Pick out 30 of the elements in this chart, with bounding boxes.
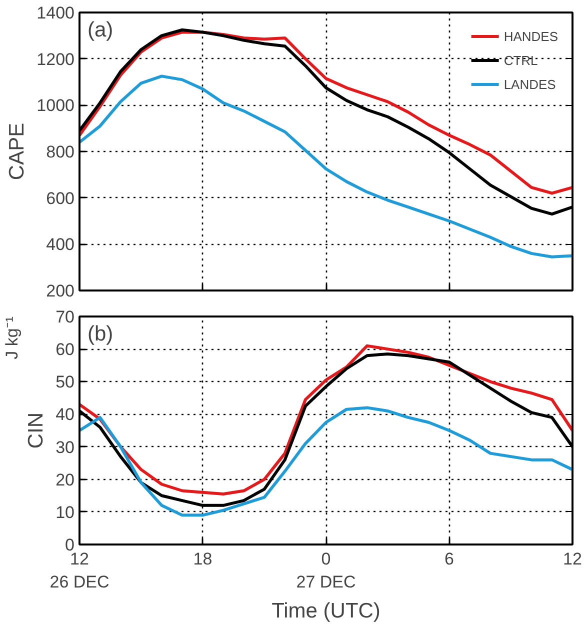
y-tick-label: 1000 [36,96,75,116]
x-tick-label: 0 27 DEC [296,550,356,592]
y-tick-label: 800 [46,142,75,162]
y-tick-label: 1400 [36,4,75,22]
legend-label: HANDES [504,28,558,44]
legend-label: LANDES [504,76,556,92]
y-tick-label: 70 [56,308,75,326]
annotation: (a) [88,18,114,42]
annotation: (b) [88,322,114,346]
y-tick-label: 400 [46,235,75,254]
y-tick-label: 50 [56,372,75,392]
x-tick-label: 18 [193,550,212,568]
y-tick-label: 40 [56,405,75,424]
y-tick-label: 30 [56,438,75,457]
x-tick-label: 6 [444,550,454,568]
y-axis-title: CIN [24,412,48,449]
line-series [80,406,572,517]
x-axis-title: Time (UTC) [272,599,380,622]
y-tick-label: 1200 [36,50,75,69]
y-tick-label: 600 [46,188,75,208]
y-axis-title: CAPE [6,122,29,180]
x-tick-label: 12 26 DEC [50,550,110,592]
y-tick-label: 200 [46,282,75,300]
y-tick-label: 20 [56,470,75,490]
y-tick-label: 60 [56,340,75,360]
legend-label: CTRL [504,52,538,68]
text: J kg⁻¹ [2,316,22,360]
y-tick-label: 10 [56,502,75,522]
x-tick-label: 12 [563,550,582,568]
line-series [80,74,572,258]
